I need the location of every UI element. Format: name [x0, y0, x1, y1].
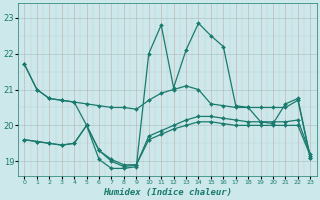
X-axis label: Humidex (Indice chaleur): Humidex (Indice chaleur) [103, 188, 232, 197]
